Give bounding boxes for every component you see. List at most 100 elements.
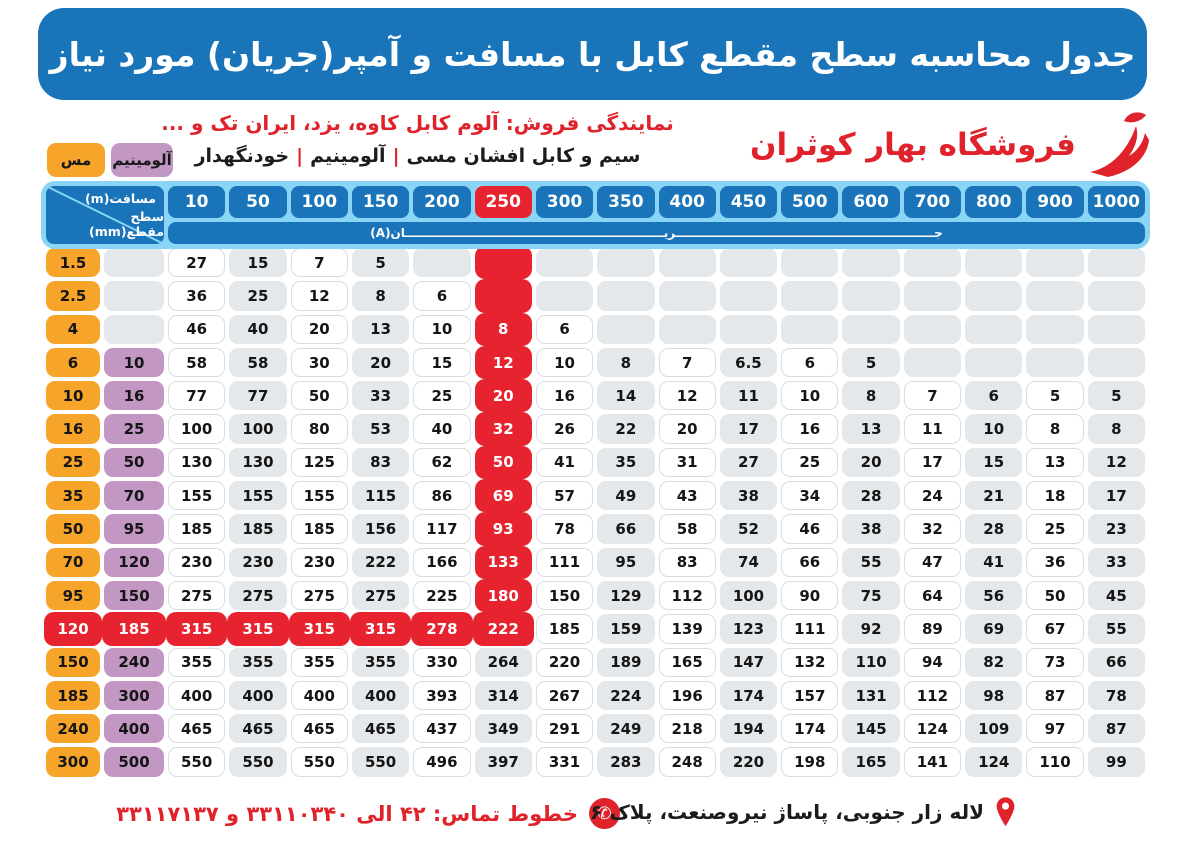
amperage-cell: 40	[413, 414, 471, 444]
amperage-cell: 124	[903, 714, 962, 744]
amperage-cell	[781, 248, 839, 278]
amperage-cell: 69	[474, 479, 532, 513]
amperage-cell: 89	[903, 614, 962, 644]
copper-size-cell: 185	[46, 680, 100, 711]
material-legend: مس آلومینیم	[47, 143, 173, 177]
amperage-cell	[842, 314, 900, 344]
amperage-cell: 20	[658, 414, 716, 444]
amperage-cell: 27	[168, 248, 226, 278]
amperage-cell: 8	[597, 347, 655, 378]
amperage-cell: 11	[719, 381, 778, 411]
amperage-cell: 194	[719, 714, 778, 744]
amperage-cell: 496	[413, 747, 471, 777]
amperage-cell: 38	[719, 481, 778, 511]
address-text: لاله زار جنوبی، پاساژ نیروصنعت، پلاک ۶	[590, 800, 984, 824]
amperage-cell	[719, 248, 778, 278]
amperage-cell: 109	[965, 714, 1023, 744]
aluminum-size-cell: 95	[104, 514, 164, 544]
amperage-cell	[965, 347, 1023, 378]
amperage-cell: 8	[1026, 414, 1084, 444]
amperage-cell: 57	[535, 481, 594, 511]
amperage-cell: 24	[903, 481, 962, 511]
copper-size-cell: 35	[46, 481, 100, 511]
amperage-cell: 33	[1087, 547, 1145, 577]
amperage-cell: 400	[229, 680, 287, 711]
amperage-cell: 230	[290, 547, 348, 577]
copper-size-cell: 95	[46, 580, 100, 611]
contact-address: لاله زار جنوبی، پاساژ نیروصنعت، پلاک ۶	[590, 796, 1018, 828]
amperage-cell: 400	[168, 680, 226, 711]
amperage-cell: 50	[1026, 580, 1084, 611]
aluminum-size-cell: 185	[102, 612, 166, 646]
amperage-cell: 133	[474, 545, 532, 579]
amperage-cell: 166	[413, 547, 471, 577]
cross-section-axis-label: سطح مقطع(mm)	[89, 209, 164, 239]
amperage-cell	[903, 314, 962, 344]
amperage-cell: 111	[535, 547, 594, 577]
amperage-cell	[965, 281, 1023, 311]
amperage-cell: 100	[719, 580, 778, 611]
amperage-cell: 78	[535, 514, 594, 544]
copper-size-cell: 4	[46, 314, 100, 344]
amperage-cell: 220	[535, 647, 594, 677]
amperage-cell: 198	[781, 747, 839, 777]
distance-header-cell: 700	[903, 186, 962, 218]
amperage-cell	[1026, 248, 1084, 278]
amperage-cell	[965, 248, 1023, 278]
amperage-cell: 30	[290, 347, 348, 378]
distance-header-cell: 50	[229, 186, 287, 218]
amperage-cell	[413, 248, 471, 278]
amperage-cell: 86	[413, 481, 471, 511]
amperage-cell: 156	[351, 514, 410, 544]
distance-header-cell: 250	[474, 186, 532, 218]
amperage-cell: 165	[842, 747, 900, 777]
amperage-cell: 50	[474, 445, 532, 480]
amperage-cell: 32	[474, 412, 532, 446]
amperage-cell: 123	[719, 614, 778, 644]
amperage-cell: 5	[1026, 381, 1084, 411]
distance-header-cell: 500	[781, 186, 839, 218]
amperage-cell: 264	[474, 647, 532, 677]
amperage-cell: 8	[842, 381, 900, 411]
amperage-cell: 41	[535, 447, 594, 478]
contact-phone: ✆ خطوط تماس: ۴۲ الی ۳۳۱۱۰۳۴۰ و ۳۳۱۱۷۱۳۷	[116, 798, 620, 829]
amperage-cell: 80	[290, 414, 348, 444]
phone-numbers: خطوط تماس: ۴۲ الی ۳۳۱۱۰۳۴۰ و ۳۳۱۱۷۱۳۷	[116, 801, 578, 826]
amperage-cell	[1026, 314, 1084, 344]
distance-header-cell: 1000	[1087, 186, 1145, 218]
aluminum-size-cell: 50	[104, 447, 164, 478]
amperage-cell: 56	[965, 580, 1023, 611]
amperage-cell: 550	[229, 747, 287, 777]
amperage-cell	[1087, 314, 1145, 344]
amperage-cell: 465	[229, 714, 287, 744]
amperage-cell: 78	[1087, 680, 1145, 711]
current-band-label: جـــــــــــــــــــــــــــــــــــــــ…	[168, 222, 1145, 244]
amperage-cell: 5	[842, 347, 900, 378]
page-title: جدول محاسبه سطح مقطع کابل با مسافت و آمپ…	[49, 34, 1136, 74]
amperage-cell: 12	[658, 381, 716, 411]
amperage-cell: 31	[658, 447, 716, 478]
amperage-cell: 225	[413, 580, 471, 611]
amperage-cell: 222	[351, 547, 410, 577]
amperage-cell	[903, 281, 962, 311]
amperage-cell: 230	[168, 547, 226, 577]
amperage-cell: 94	[903, 647, 962, 677]
amperage-cell: 5	[1087, 381, 1145, 411]
amperage-cell: 7	[658, 347, 716, 378]
amperage-cell: 315	[349, 612, 412, 646]
amperage-cell: 83	[658, 547, 716, 577]
amperage-cell: 69	[965, 614, 1023, 644]
amperage-cell: 130	[229, 447, 287, 478]
amperage-cell	[781, 281, 839, 311]
amperage-cell: 16	[535, 381, 594, 411]
distance-header-cell: 10	[168, 186, 226, 218]
amperage-cell: 32	[903, 514, 962, 544]
amperage-cell: 550	[168, 747, 226, 777]
amperage-cell: 315	[227, 612, 289, 646]
pipe-separator: |	[392, 145, 400, 167]
amperage-cell: 125	[290, 447, 348, 478]
amperage-cell: 397	[474, 747, 532, 777]
amperage-cell: 132	[781, 647, 839, 677]
amperage-cell: 82	[965, 647, 1023, 677]
